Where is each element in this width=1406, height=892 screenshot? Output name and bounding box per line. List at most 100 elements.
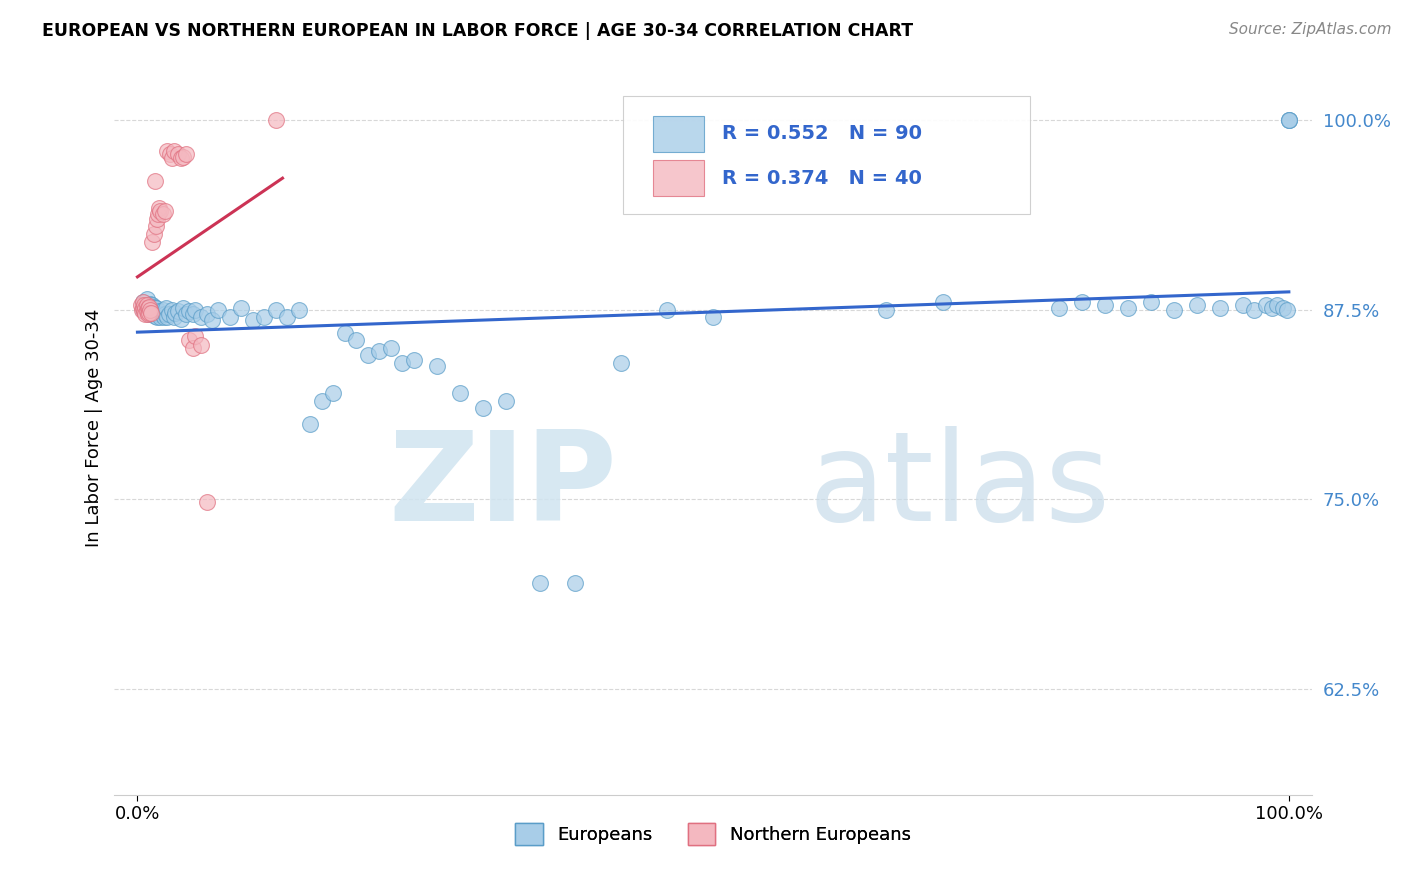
Point: [157, 307, 180, 321]
Point: [135, 292, 157, 306]
Point: [1275, 302, 1298, 317]
Point: [1278, 113, 1301, 128]
Legend: Europeans, Northern Europeans: Europeans, Northern Europeans: [508, 816, 918, 852]
Text: ZIP: ZIP: [388, 425, 617, 547]
Point: [471, 401, 494, 416]
Point: [181, 341, 204, 355]
Point: [1209, 301, 1232, 316]
Point: [132, 295, 155, 310]
Point: [136, 301, 159, 316]
Point: [1265, 298, 1288, 312]
Point: [333, 326, 356, 340]
Point: [402, 352, 425, 367]
Point: [449, 386, 471, 401]
Point: [655, 302, 678, 317]
Point: [1260, 301, 1282, 316]
Point: [145, 301, 167, 316]
Text: atlas: atlas: [808, 425, 1111, 547]
Point: [368, 343, 391, 358]
Point: [1070, 295, 1092, 310]
Point: [160, 151, 183, 165]
Point: [138, 306, 160, 320]
Point: [170, 312, 193, 326]
Point: [218, 310, 240, 325]
Point: [287, 302, 309, 317]
Point: [160, 302, 183, 317]
Point: [142, 304, 165, 318]
Point: [134, 304, 156, 318]
Point: [1232, 298, 1254, 312]
Point: [141, 306, 163, 320]
Point: [132, 301, 155, 316]
Point: [932, 295, 955, 310]
Point: [174, 307, 197, 321]
Point: [153, 307, 176, 321]
Point: [242, 313, 264, 327]
Point: [138, 307, 160, 321]
Point: [141, 235, 163, 249]
Point: [139, 304, 162, 318]
Point: [153, 204, 176, 219]
Y-axis label: In Labor Force | Age 30-34: In Labor Force | Age 30-34: [86, 308, 103, 547]
Point: [391, 356, 413, 370]
Point: [179, 333, 201, 347]
Point: [148, 201, 170, 215]
Point: [141, 302, 163, 317]
Point: [170, 151, 193, 165]
Point: [134, 301, 156, 316]
Point: [136, 301, 159, 316]
Point: [142, 300, 165, 314]
Text: R = 0.374   N = 40: R = 0.374 N = 40: [721, 169, 921, 187]
Point: [1278, 113, 1301, 128]
Point: [141, 301, 163, 316]
Point: [143, 309, 166, 323]
Point: [139, 297, 162, 311]
Point: [148, 304, 170, 318]
Point: [145, 219, 167, 234]
Point: [132, 295, 155, 310]
Point: [173, 301, 195, 316]
Point: [201, 313, 224, 327]
Point: [610, 356, 633, 370]
Point: [1278, 113, 1301, 128]
Point: [165, 306, 187, 320]
Point: [322, 386, 344, 401]
Point: [143, 301, 166, 316]
Point: [1272, 301, 1295, 316]
Point: [264, 113, 287, 128]
Point: [149, 310, 172, 325]
Point: [1243, 302, 1265, 317]
Point: [184, 328, 207, 343]
Point: [134, 307, 156, 321]
Point: [166, 146, 188, 161]
Point: [150, 307, 173, 321]
Point: [564, 575, 586, 590]
Point: [229, 301, 252, 316]
Point: [495, 393, 517, 408]
Point: [1139, 295, 1161, 310]
Point: [179, 304, 201, 318]
Point: [155, 301, 177, 316]
Point: [129, 298, 152, 312]
Point: [1094, 298, 1116, 312]
Point: [207, 302, 229, 317]
Point: [141, 298, 163, 312]
Point: [195, 307, 218, 321]
Point: [344, 333, 367, 347]
Point: [138, 300, 160, 314]
Point: [529, 575, 551, 590]
FancyBboxPatch shape: [623, 96, 1031, 214]
Point: [132, 302, 155, 317]
FancyBboxPatch shape: [654, 116, 703, 152]
Point: [163, 310, 186, 325]
Point: [173, 150, 195, 164]
Point: [143, 174, 166, 188]
Point: [357, 348, 380, 362]
Point: [426, 359, 449, 373]
Point: [146, 207, 169, 221]
Point: [146, 211, 169, 226]
Point: [311, 393, 333, 408]
Point: [190, 337, 212, 351]
Point: [138, 298, 160, 312]
Point: [156, 310, 179, 325]
